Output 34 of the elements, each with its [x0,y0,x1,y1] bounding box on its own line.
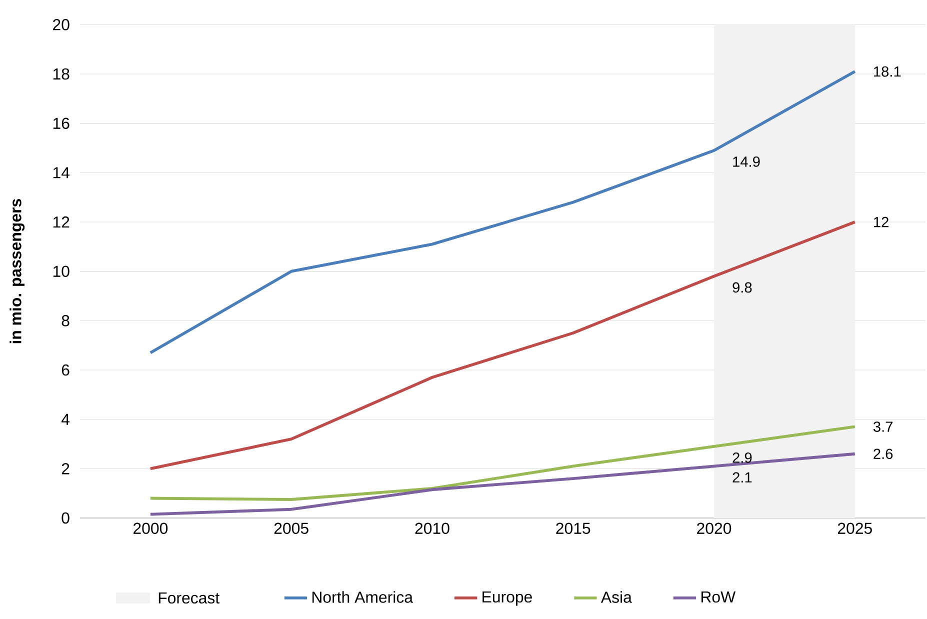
y-tick-label: 18 [53,68,70,80]
y-axis-title: in mio. passengers [10,199,25,344]
y-tick-label: 14 [53,167,70,178]
y-tick-label: 16 [53,118,70,129]
data-label: 2.9 [732,452,752,463]
data-label: 18.1 [874,66,901,77]
legend-label: North America [312,591,413,603]
line-series [148,425,856,501]
legend-label: Asia [600,591,632,603]
y-tick-label: 10 [53,266,70,277]
y-tick-label: 6 [62,364,70,376]
y-tick-label: 12 [53,216,70,228]
x-tick-label: 2025 [838,522,872,534]
y-tick-label: 8 [62,315,70,326]
data-label: 9.8 [732,282,752,293]
y-tick-label: 4 [61,414,70,425]
legend-label: Europe [482,591,532,606]
x-tick-label: 2000 [134,522,168,534]
data-label: 2.6 [874,448,893,460]
data-label: 12 [874,216,888,228]
line-series [148,70,856,354]
x-tick-label: 2005 [274,522,308,534]
line-series [148,220,856,470]
y-tick-label: 0 [62,512,70,524]
data-label: 3.7 [873,422,893,432]
legend-label: RoW [701,591,736,603]
data-label: 2.1 [732,472,752,482]
x-tick-label: 2015 [556,522,590,534]
x-tick-label: 2010 [415,522,450,534]
y-tick-label: 2 [62,463,70,474]
data-label: 14.9 [733,156,760,167]
x-tick-label: 2020 [697,522,732,534]
legend-label: Forecast [158,592,220,604]
y-tick-label: 20 [53,19,70,30]
